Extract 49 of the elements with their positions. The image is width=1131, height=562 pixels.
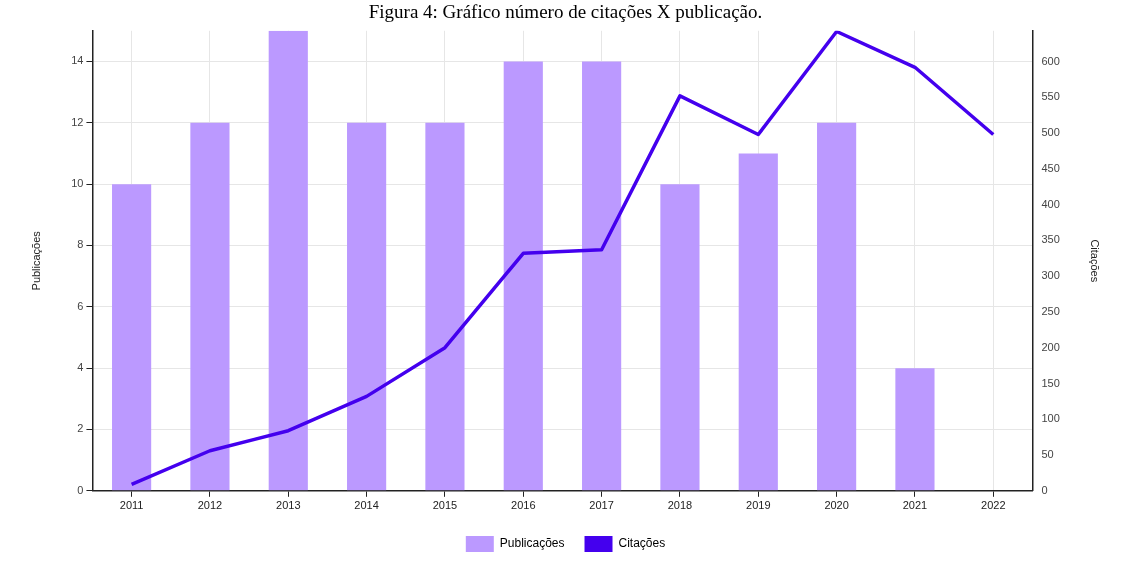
bar <box>268 30 308 491</box>
y-tick-label: 10 <box>71 177 84 190</box>
bar <box>817 122 857 491</box>
bar <box>660 184 700 491</box>
y2-tick-label: 0 <box>1041 483 1048 496</box>
y2-tick-label: 600 <box>1041 54 1060 67</box>
x-tick-label: 2014 <box>354 499 379 512</box>
bar <box>347 122 387 491</box>
x-tick-label: 2017 <box>589 499 614 512</box>
y2-tick-label: 550 <box>1041 90 1060 103</box>
chart-title: Figura 4: Gráfico número de citações X publicação. <box>368 1 763 23</box>
y2-tick-label: 200 <box>1041 340 1060 353</box>
y2-tick-label: 300 <box>1041 269 1060 282</box>
bar <box>112 184 152 491</box>
x-tick-label: 2022 <box>981 499 1006 512</box>
y2-tick-label: 400 <box>1041 197 1060 210</box>
y2-tick-label: 50 <box>1041 448 1054 461</box>
y2-tick-label: 100 <box>1041 412 1060 425</box>
bar <box>503 61 543 491</box>
x-tick-label: 2016 <box>511 499 536 512</box>
x-tick-label: 2013 <box>276 499 301 512</box>
y-tick-label: 4 <box>77 361 84 374</box>
legend-label: Citações <box>618 536 666 551</box>
y2-tick-label: 450 <box>1041 161 1060 174</box>
y2-tick-label: 250 <box>1041 304 1060 317</box>
bar <box>425 122 465 491</box>
y2-tick-label: 500 <box>1041 126 1060 139</box>
y2-tick-label: 350 <box>1041 233 1060 246</box>
x-tick-label: 2019 <box>746 499 771 512</box>
y-tick-label: 8 <box>77 238 84 251</box>
x-tick-label: 2021 <box>902 499 928 512</box>
bar <box>738 153 778 491</box>
y-tick-label: 0 <box>77 483 84 496</box>
x-tick-label: 2011 <box>119 499 144 512</box>
legend-label: Publicações <box>499 536 565 551</box>
y-tick-label: 2 <box>77 422 84 435</box>
x-tick-label: 2018 <box>667 499 693 512</box>
bar <box>895 368 935 491</box>
y2-axis-title: Citações <box>1089 239 1102 283</box>
y-axis-title: Publicações <box>29 230 42 291</box>
x-tick-label: 2012 <box>197 499 223 512</box>
y-tick-label: 6 <box>77 299 84 312</box>
y-tick-label: 14 <box>71 54 84 67</box>
x-tick-label: 2020 <box>824 499 849 512</box>
x-tick-label: 2015 <box>432 499 458 512</box>
y-tick-label: 12 <box>71 115 84 128</box>
bar <box>582 61 622 491</box>
y2-tick-label: 150 <box>1041 376 1060 389</box>
bar <box>190 122 230 491</box>
